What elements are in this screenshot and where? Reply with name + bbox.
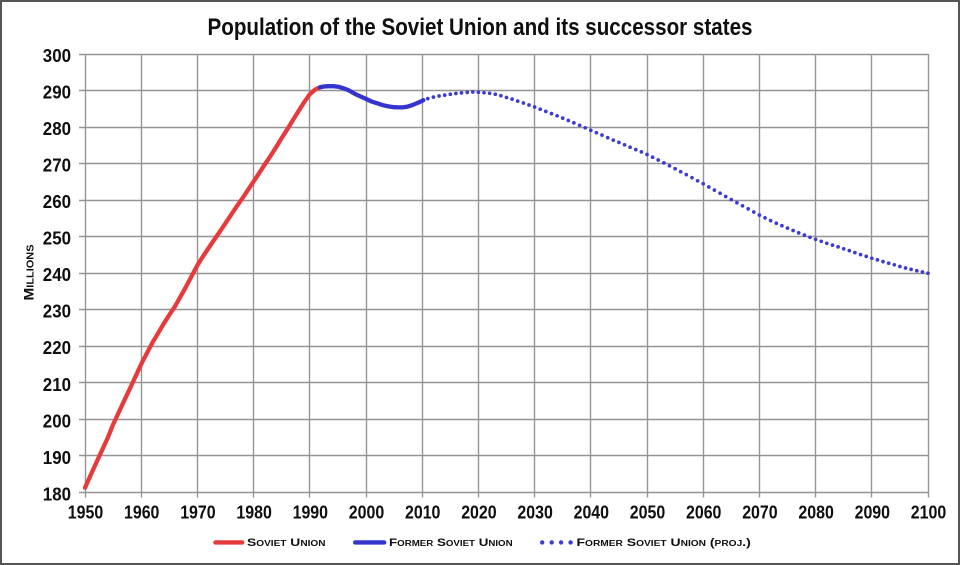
svg-text:1980: 1980 <box>236 501 271 522</box>
svg-text:2000: 2000 <box>349 501 384 522</box>
svg-text:2010: 2010 <box>405 501 440 522</box>
svg-text:250: 250 <box>43 228 71 249</box>
svg-text:280: 280 <box>43 118 71 139</box>
svg-text:1960: 1960 <box>124 501 159 522</box>
svg-text:Former Soviet Union (proj.): Former Soviet Union (proj.) <box>577 537 752 549</box>
svg-text:180: 180 <box>43 483 71 504</box>
svg-text:2020: 2020 <box>461 501 496 522</box>
svg-text:1950: 1950 <box>68 501 103 522</box>
svg-text:210: 210 <box>43 374 71 395</box>
svg-text:2080: 2080 <box>798 501 833 522</box>
svg-text:2030: 2030 <box>517 501 552 522</box>
svg-text:300: 300 <box>43 45 71 66</box>
svg-text:Population of the Soviet Union: Population of the Soviet Union and its s… <box>208 15 753 41</box>
svg-text:260: 260 <box>43 191 71 212</box>
svg-text:Former Soviet Union: Former Soviet Union <box>389 537 513 549</box>
svg-text:2090: 2090 <box>855 501 890 522</box>
svg-text:230: 230 <box>43 301 71 322</box>
svg-text:1990: 1990 <box>293 501 328 522</box>
svg-text:1970: 1970 <box>180 501 215 522</box>
svg-text:290: 290 <box>43 81 71 102</box>
svg-text:240: 240 <box>43 264 71 285</box>
svg-text:2040: 2040 <box>574 501 609 522</box>
svg-text:190: 190 <box>43 447 71 468</box>
svg-text:Soviet Union: Soviet Union <box>247 537 326 549</box>
svg-text:270: 270 <box>43 155 71 176</box>
svg-text:2060: 2060 <box>686 501 721 522</box>
svg-text:Millions: Millions <box>21 244 37 300</box>
svg-text:2070: 2070 <box>742 501 777 522</box>
svg-text:220: 220 <box>43 337 71 358</box>
svg-text:2100: 2100 <box>911 501 946 522</box>
svg-text:2050: 2050 <box>630 501 665 522</box>
svg-text:200: 200 <box>43 410 71 431</box>
